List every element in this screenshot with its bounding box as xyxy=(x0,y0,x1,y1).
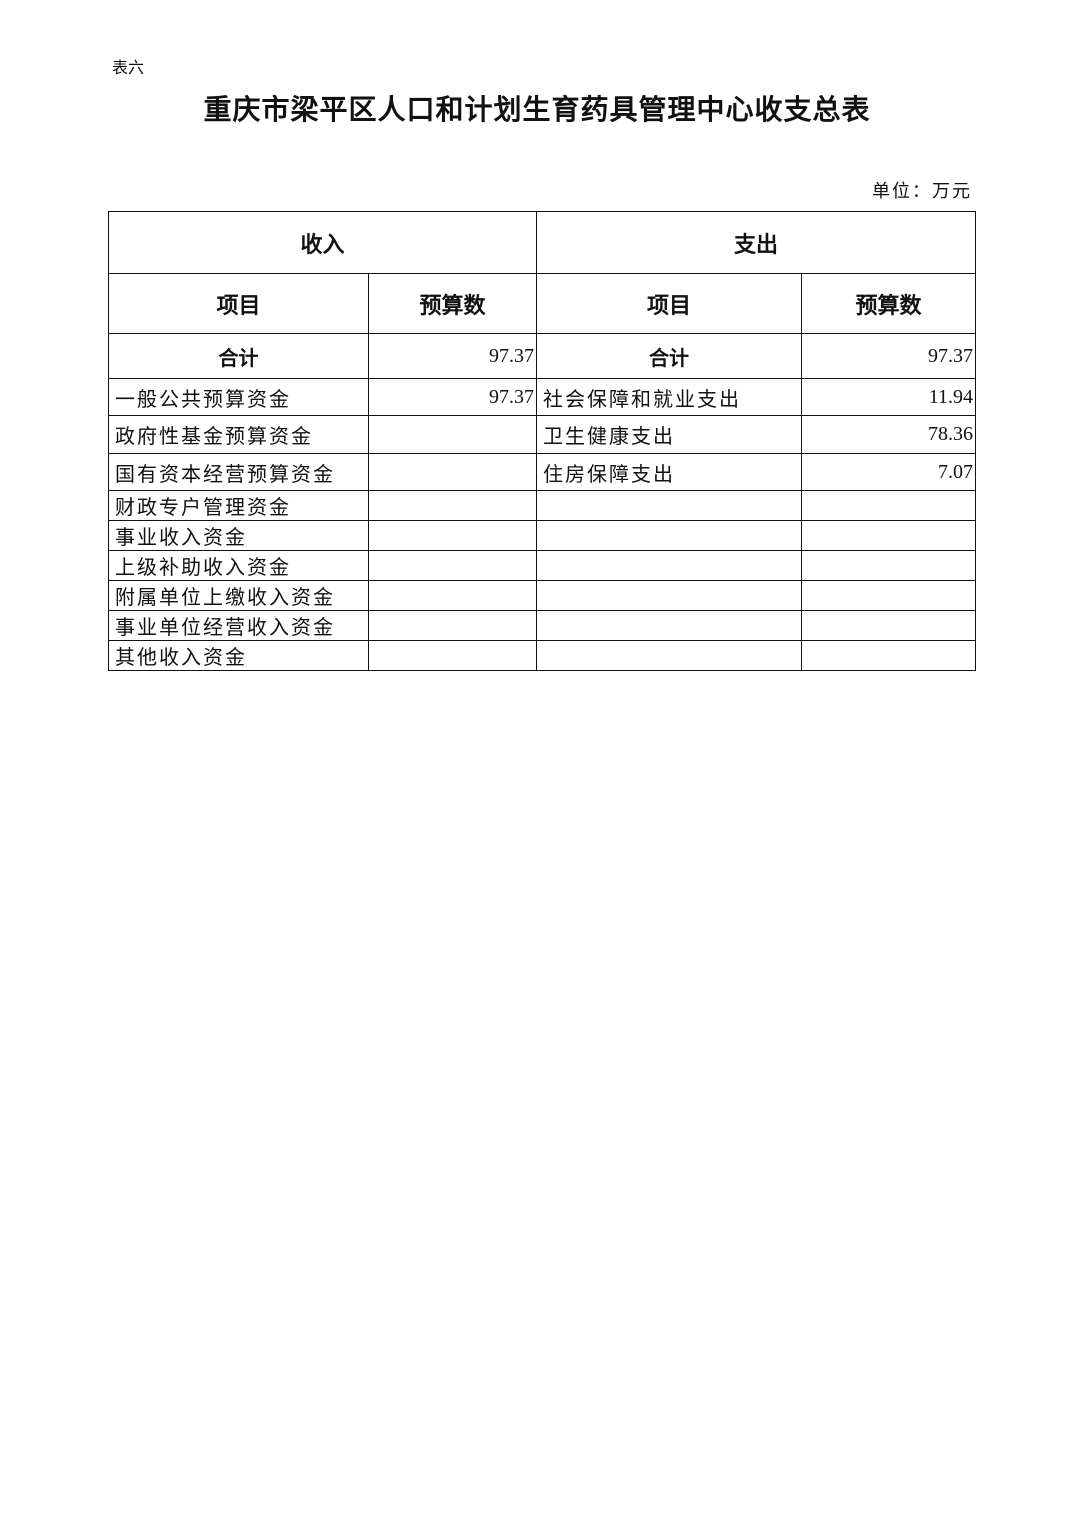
table-row: 国有资本经营预算资金 住房保障支出 7.07 xyxy=(108,453,977,491)
table-cell xyxy=(367,520,538,551)
table-row: 合计 97.37 合计 97.37 xyxy=(108,333,977,379)
table-row: 上级补助收入资金 xyxy=(108,550,977,581)
document-title: 重庆市梁平区人口和计划生育药具管理中心收支总表 xyxy=(203,95,871,126)
table-cell: 97.37 xyxy=(801,333,977,379)
table-cell: 一般公共预算资金 xyxy=(108,378,369,416)
table-cell: 合计 xyxy=(536,333,803,379)
table-label: 表六 xyxy=(112,60,145,77)
table-row: 事业单位经营收入资金 xyxy=(108,610,977,641)
table-row: 收入 支出 xyxy=(107,211,977,274)
table-cell: 附属单位上缴收入资金 xyxy=(108,580,369,611)
table-cell: 项目 xyxy=(108,273,369,334)
table-cell: 7.07 xyxy=(801,453,977,491)
table-cell: 97.37 xyxy=(367,378,538,416)
table-cell: 住房保障支出 xyxy=(536,453,803,491)
table-cell xyxy=(536,490,803,521)
table-row: 附属单位上缴收入资金 xyxy=(108,580,977,611)
table-cell: 政府性基金预算资金 xyxy=(108,415,369,454)
table-row: 政府性基金预算资金 卫生健康支出 78.36 xyxy=(108,415,977,454)
table-cell xyxy=(801,550,977,581)
table-cell xyxy=(367,610,538,641)
table-cell: 社会保障和就业支出 xyxy=(536,378,803,416)
table-cell xyxy=(536,550,803,581)
table-cell xyxy=(367,580,538,611)
table-cell: 11.94 xyxy=(801,378,977,416)
table-cell xyxy=(801,610,977,641)
table-cell xyxy=(536,610,803,641)
table-cell: 卫生健康支出 xyxy=(536,415,803,454)
table-cell xyxy=(801,580,977,611)
table-row: 事业收入资金 xyxy=(108,520,977,551)
table-cell xyxy=(801,520,977,551)
table-cell: 收入 xyxy=(107,211,538,274)
table-cell xyxy=(367,415,538,454)
budget-table: 收入 支出 项目 预算数 项目 预算数 合计 97.37 合计 97.37 一般公共预算资金 97.3… xyxy=(107,211,977,671)
table-cell: 合计 xyxy=(108,333,369,379)
table-row: 财政专户管理资金 xyxy=(108,490,977,521)
table-cell: 事业单位经营收入资金 xyxy=(108,610,369,641)
table-cell xyxy=(367,490,538,521)
table-cell xyxy=(536,520,803,551)
table-cell: 预算数 xyxy=(367,273,538,334)
table-cell xyxy=(801,640,977,671)
table-cell xyxy=(536,640,803,671)
table-cell xyxy=(367,640,538,671)
table-cell xyxy=(367,453,538,491)
table-cell: 其他收入资金 xyxy=(108,640,369,671)
table-cell xyxy=(801,490,977,521)
table-cell: 项目 xyxy=(536,273,803,334)
table-cell: 上级补助收入资金 xyxy=(108,550,369,581)
table-cell: 预算数 xyxy=(801,273,977,334)
table-row: 其他收入资金 xyxy=(108,640,977,671)
table-cell xyxy=(367,550,538,581)
table-cell: 97.37 xyxy=(367,333,538,379)
unit-note: 单位：万元 xyxy=(872,181,972,201)
table-cell: 78.36 xyxy=(801,415,977,454)
table-cell xyxy=(536,580,803,611)
table-row: 一般公共预算资金 97.37 社会保障和就业支出 11.94 xyxy=(108,378,977,416)
table-cell: 国有资本经营预算资金 xyxy=(108,453,369,491)
table-cell: 支出 xyxy=(536,211,977,274)
table-row: 项目 预算数 项目 预算数 xyxy=(108,273,977,334)
table-cell: 事业收入资金 xyxy=(108,520,369,551)
table-cell: 财政专户管理资金 xyxy=(108,490,369,521)
